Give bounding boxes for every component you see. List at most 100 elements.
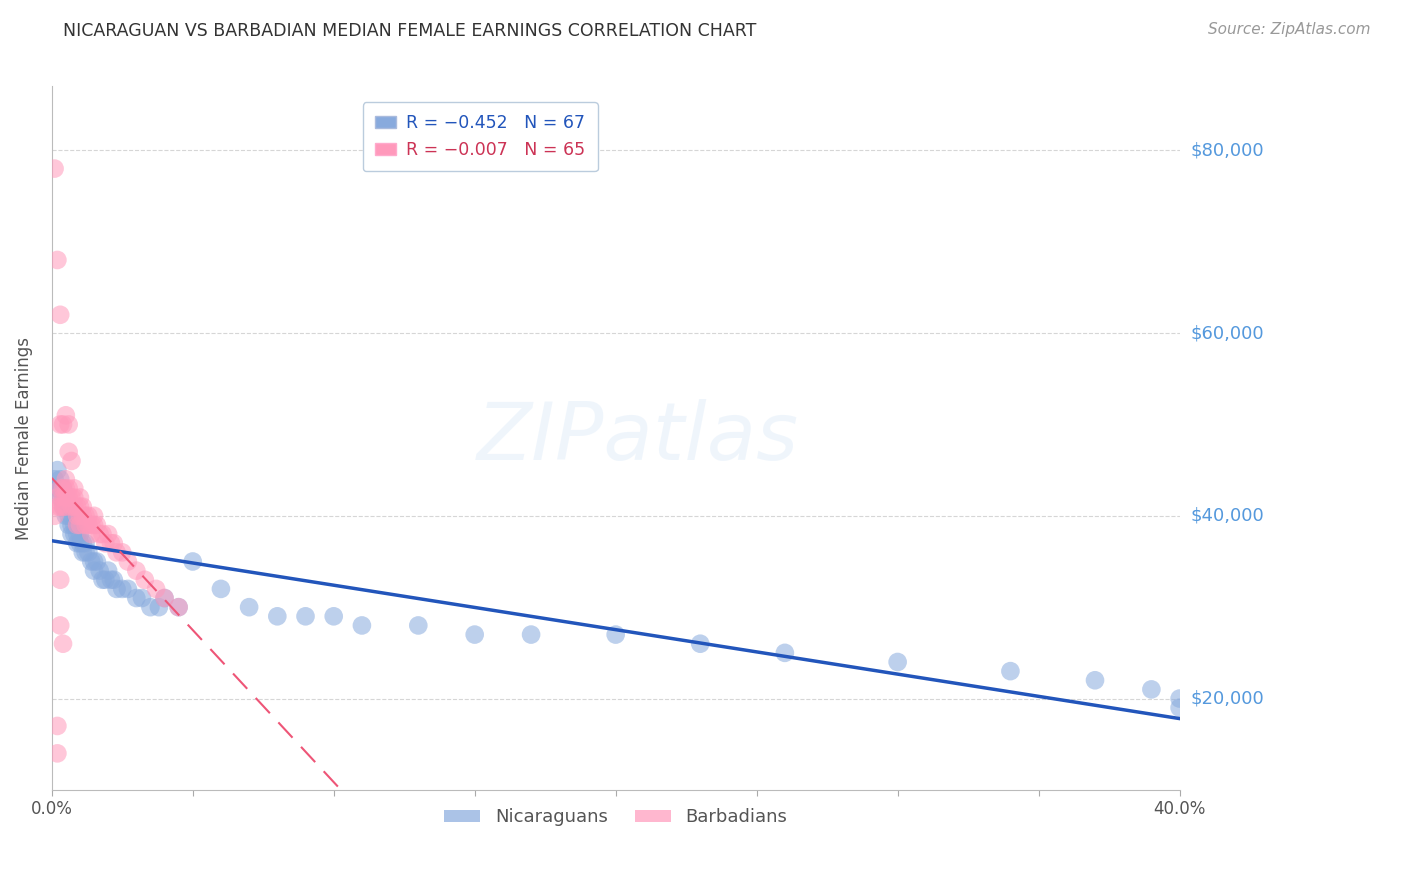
Point — [322, 609, 344, 624]
Point — [464, 627, 486, 641]
Point — [46, 463, 69, 477]
Point — [52, 417, 75, 432]
Point — [1084, 673, 1107, 688]
Text: $80,000: $80,000 — [1191, 141, 1264, 160]
Point — [1168, 700, 1191, 714]
Point — [125, 564, 148, 578]
Point — [153, 591, 176, 605]
Point — [44, 472, 66, 486]
Point — [58, 491, 80, 505]
Point — [117, 582, 139, 596]
Point — [55, 482, 77, 496]
Y-axis label: Median Female Earnings: Median Female Earnings — [15, 336, 32, 540]
Point — [94, 573, 117, 587]
Point — [55, 409, 77, 423]
Point — [55, 500, 77, 514]
Text: $20,000: $20,000 — [1191, 690, 1264, 707]
Point — [1168, 691, 1191, 706]
Point — [49, 482, 72, 496]
Point — [89, 564, 111, 578]
Point — [66, 500, 89, 514]
Point — [77, 517, 100, 532]
Point — [103, 536, 125, 550]
Point — [238, 600, 260, 615]
Point — [167, 600, 190, 615]
Point — [72, 508, 94, 523]
Legend: Nicaraguans, Barbadians: Nicaraguans, Barbadians — [437, 801, 794, 834]
Point — [63, 491, 86, 505]
Point — [294, 609, 316, 624]
Point — [117, 554, 139, 568]
Point — [49, 573, 72, 587]
Point — [63, 500, 86, 514]
Point — [49, 482, 72, 496]
Point — [58, 445, 80, 459]
Point — [350, 618, 373, 632]
Point — [125, 591, 148, 605]
Point — [80, 554, 103, 568]
Text: $60,000: $60,000 — [1191, 324, 1264, 342]
Point — [145, 582, 167, 596]
Point — [100, 536, 122, 550]
Point — [49, 472, 72, 486]
Point — [91, 573, 114, 587]
Point — [46, 482, 69, 496]
Point — [69, 508, 91, 523]
Point — [408, 618, 430, 632]
Point — [139, 600, 162, 615]
Point — [46, 252, 69, 267]
Point — [83, 564, 105, 578]
Point — [148, 600, 170, 615]
Point — [153, 591, 176, 605]
Point — [83, 508, 105, 523]
Point — [69, 536, 91, 550]
Point — [72, 536, 94, 550]
Point — [75, 517, 97, 532]
Point — [52, 482, 75, 496]
Point — [80, 517, 103, 532]
Point — [52, 491, 75, 505]
Point — [1000, 664, 1022, 678]
Point — [58, 482, 80, 496]
Point — [72, 500, 94, 514]
Point — [80, 527, 103, 541]
Point — [209, 582, 232, 596]
Point — [52, 491, 75, 505]
Point — [77, 508, 100, 523]
Point — [134, 573, 156, 587]
Point — [60, 491, 83, 505]
Point — [1140, 682, 1163, 697]
Point — [60, 500, 83, 514]
Point — [86, 517, 108, 532]
Point — [69, 517, 91, 532]
Point — [52, 637, 75, 651]
Point — [58, 500, 80, 514]
Point — [55, 500, 77, 514]
Point — [55, 508, 77, 523]
Point — [58, 417, 80, 432]
Text: Source: ZipAtlas.com: Source: ZipAtlas.com — [1208, 22, 1371, 37]
Point — [75, 545, 97, 559]
Point — [181, 554, 204, 568]
Point — [60, 517, 83, 532]
Point — [689, 637, 711, 651]
Point — [52, 500, 75, 514]
Point — [46, 500, 69, 514]
Point — [60, 508, 83, 523]
Point — [49, 417, 72, 432]
Point — [52, 482, 75, 496]
Point — [111, 545, 134, 559]
Point — [520, 627, 543, 641]
Point — [58, 508, 80, 523]
Point — [167, 600, 190, 615]
Point — [49, 491, 72, 505]
Point — [105, 545, 128, 559]
Point — [46, 719, 69, 733]
Point — [44, 508, 66, 523]
Text: ZIPatlas: ZIPatlas — [477, 399, 799, 477]
Point — [63, 517, 86, 532]
Point — [131, 591, 153, 605]
Text: $40,000: $40,000 — [1191, 507, 1264, 524]
Point — [66, 536, 89, 550]
Point — [83, 517, 105, 532]
